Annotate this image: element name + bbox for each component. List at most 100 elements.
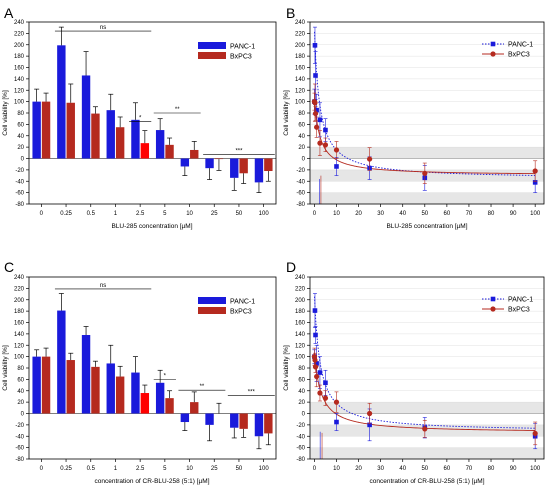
- x-tick-label: 1: [114, 466, 118, 472]
- bar-bxpc3: [115, 376, 125, 414]
- bar-panc-1: [230, 413, 239, 428]
- y-tick-label: -60: [15, 446, 24, 452]
- y-tick-label: 60: [298, 377, 305, 383]
- x-tick-label: 1: [114, 211, 118, 217]
- x-tick-label: 5: [163, 466, 167, 472]
- plot-frame: [309, 276, 545, 460]
- y-tick-label: 120: [295, 88, 306, 94]
- legend-label: PANC-1: [508, 297, 533, 304]
- x-tick-label: 100: [259, 211, 270, 217]
- bar-bxpc3: [214, 158, 224, 160]
- legend-swatch: [198, 42, 226, 49]
- y-tick-label: 180: [14, 309, 25, 315]
- bar-bxpc3: [66, 360, 75, 414]
- data-point-panc-1: [314, 107, 319, 113]
- y-axis-label: Cell viability [%]: [283, 90, 290, 136]
- y-tick-label: 200: [14, 43, 25, 49]
- data-point-panc-1: [313, 332, 318, 338]
- bar-panc-1: [81, 75, 91, 159]
- bar-panc-1: [57, 45, 66, 159]
- x-tick-label: 0.25: [60, 466, 72, 472]
- y-tick-label: 140: [14, 332, 25, 338]
- x-tick-label: 10: [186, 466, 193, 472]
- y-tick-label: 20: [17, 145, 24, 151]
- data-point-panc-1: [312, 43, 318, 48]
- data-point-bxpc3: [322, 142, 329, 148]
- fit-curve-bxpc3: [314, 98, 536, 175]
- legend-swatch: [198, 52, 226, 59]
- data-point-panc-1: [334, 419, 339, 425]
- y-tick-label: -60: [15, 191, 24, 197]
- panel-b: B-80-60-40-20020406080100120140160180200…: [283, 5, 545, 230]
- x-tick-label: 100: [530, 211, 541, 217]
- significance-label: **: [200, 384, 205, 390]
- plot-frame: [28, 276, 277, 460]
- x-tick-label: 10: [333, 211, 340, 217]
- legend-label: BxPC3: [508, 307, 530, 314]
- x-axis-label: BLU-285 concentration [µM]: [386, 223, 467, 230]
- y-tick-label: 180: [14, 54, 25, 60]
- y-tick-label: 220: [14, 286, 25, 292]
- data-point-bxpc3: [367, 410, 373, 417]
- x-axis-label: concentration of CR-BLU-258 (5:1) [µM]: [94, 478, 209, 485]
- x-tick-label: 50: [421, 211, 428, 217]
- bar-bxpc3: [140, 143, 150, 159]
- bar-panc-1: [32, 101, 41, 159]
- data-point-bxpc3: [317, 390, 323, 396]
- y-tick-label: 40: [17, 389, 24, 395]
- y-tick-label: 80: [17, 366, 24, 372]
- bar-bxpc3: [91, 366, 100, 414]
- y-tick-label: 100: [14, 100, 25, 106]
- y-tick-label: -60: [296, 446, 305, 452]
- bar-panc-1: [106, 363, 115, 414]
- bar-panc-1: [180, 158, 190, 167]
- panel-c: C-80-60-40-20020406080100120140160180200…: [2, 259, 277, 485]
- significance-label: **: [175, 107, 180, 113]
- y-tick-label: 60: [298, 122, 305, 128]
- x-tick-label: 2.5: [136, 466, 145, 472]
- y-tick-label: 100: [295, 100, 306, 106]
- legend-marker: [490, 41, 496, 47]
- bar-bxpc3: [41, 101, 51, 159]
- data-point-panc-1: [317, 117, 323, 123]
- y-tick-label: 20: [298, 400, 305, 406]
- bar-bxpc3: [140, 393, 150, 414]
- y-tick-label: 180: [295, 309, 306, 315]
- panel-d: D-80-60-40-20020406080100120140160180200…: [283, 259, 545, 485]
- bar-panc-1: [155, 382, 165, 414]
- panel-a: A-80-60-40-20020406080100120140160180200…: [2, 5, 277, 230]
- y-tick-label: -40: [296, 179, 305, 185]
- significance-label: ***: [248, 389, 256, 395]
- y-tick-label: 120: [14, 88, 25, 94]
- y-tick-label: 100: [14, 355, 25, 361]
- bar-panc-1: [254, 158, 264, 183]
- y-tick-label: 240: [295, 275, 306, 281]
- y-tick-label: -20: [15, 168, 24, 174]
- data-point-bxpc3: [317, 140, 323, 146]
- y-tick-label: 120: [295, 343, 306, 349]
- panel-label: A: [4, 5, 14, 21]
- y-tick-label: 40: [17, 134, 24, 140]
- x-tick-label: 0: [40, 211, 44, 217]
- legend-label: PANC-1: [230, 299, 255, 306]
- x-tick-label: 80: [488, 466, 495, 472]
- x-tick-label: 30: [377, 466, 384, 472]
- data-point-panc-1: [314, 361, 319, 366]
- y-tick-label: -20: [296, 423, 305, 429]
- y-tick-label: 240: [14, 20, 25, 26]
- y-tick-label: 220: [295, 286, 306, 292]
- data-point-bxpc3: [422, 426, 428, 432]
- bar-panc-1: [57, 310, 66, 414]
- data-point-panc-1: [312, 308, 318, 313]
- x-tick-label: 20: [355, 466, 362, 472]
- data-point-bxpc3: [422, 170, 428, 176]
- legend-label: BxPC3: [508, 52, 530, 59]
- bar-bxpc3: [91, 113, 100, 159]
- x-tick-label: 40: [399, 211, 406, 217]
- data-point-panc-1: [323, 380, 328, 386]
- x-tick-label: 30: [377, 211, 384, 217]
- legend-swatch: [198, 297, 226, 304]
- legend-swatch: [198, 307, 226, 314]
- bar-bxpc3: [264, 158, 273, 172]
- data-point-bxpc3: [333, 147, 340, 153]
